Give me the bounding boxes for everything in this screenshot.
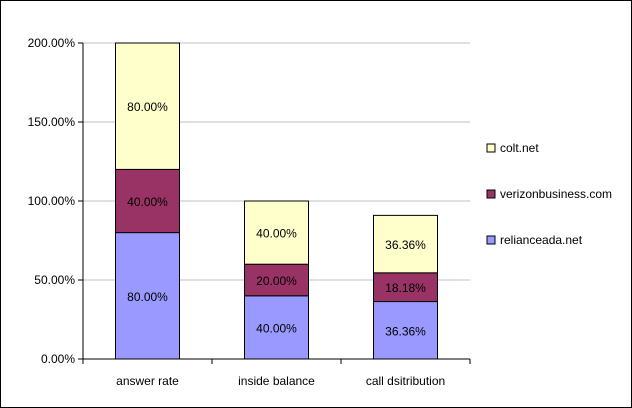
data-labels: 80.00% 40.00% 80.00% 40.00% 20.00% 40.00% 36.3… (127, 100, 426, 338)
bar-segment (115, 232, 180, 360)
x-category-labels: answer rate inside balance call dsitributi… (116, 374, 445, 388)
y-tick-labels: 0.00% 50.00% 100.00% 150.00% 200.00% (28, 36, 76, 366)
bars (115, 42, 438, 360)
x-category-label: inside balance (238, 374, 315, 388)
legend-swatch (486, 235, 496, 245)
bar-segment (373, 214, 438, 274)
legend: colt.net verizonbusiness.com relianceada.n… (486, 141, 612, 247)
legend-label: colt.net (500, 141, 539, 155)
data-label: 80.00% (127, 100, 168, 114)
data-label: 36.36% (385, 324, 426, 338)
data-label: 40.00% (256, 227, 297, 241)
data-label: 20.00% (256, 274, 297, 288)
data-label: 40.00% (127, 195, 168, 209)
data-label: 36.36% (385, 238, 426, 252)
data-label: 40.00% (256, 321, 297, 335)
x-category-label: answer rate (116, 374, 179, 388)
legend-swatch (486, 189, 496, 199)
legend-label: relianceada.net (500, 233, 583, 247)
bar-segment (244, 295, 309, 360)
y-tick-label: 50.00% (34, 273, 75, 287)
bar-segment (373, 301, 438, 360)
y-tick-label: 100.00% (28, 194, 76, 208)
bar-segment (115, 42, 180, 170)
data-label: 80.00% (127, 290, 168, 304)
data-label: 18.18% (385, 281, 426, 295)
legend-swatch (486, 143, 496, 153)
y-tick-label: 200.00% (28, 36, 76, 50)
legend-label: verizonbusiness.com (500, 187, 612, 201)
x-category-label: call dsitribution (366, 374, 445, 388)
bar-segment (244, 200, 309, 265)
bar-segment (244, 263, 309, 297)
bar-segment (115, 168, 180, 234)
y-tick-label: 150.00% (28, 115, 76, 129)
y-tick-label: 0.00% (41, 352, 75, 366)
